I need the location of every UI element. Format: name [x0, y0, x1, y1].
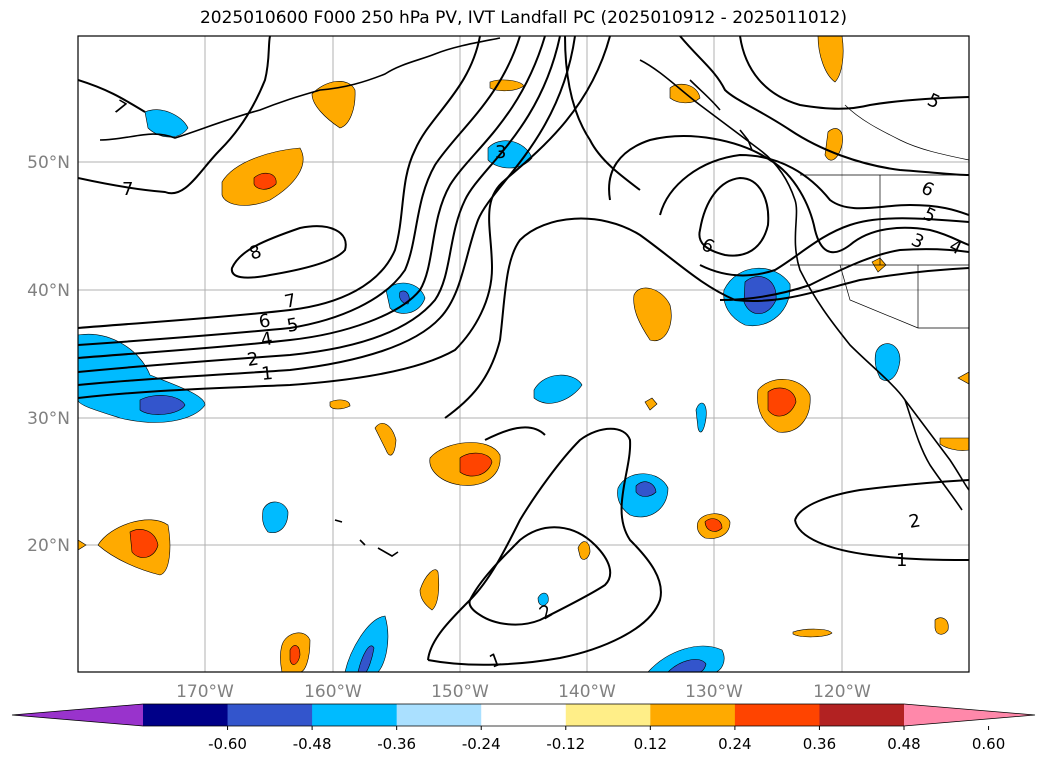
colorbar-segment — [650, 704, 736, 726]
lon-labels: 170°W 160°W 150°W 140°W 130°W 120°W — [176, 682, 871, 702]
colorbar-tick-label: -0.12 — [546, 735, 585, 753]
figure-title: 2025010600 F000 250 hPa PV, IVT Landfall… — [199, 8, 847, 28]
colorbar-tick-label: 0.24 — [718, 735, 751, 753]
lon-label: 150°W — [431, 682, 489, 702]
contour-label: 7 — [122, 179, 133, 200]
colorbar-tick-label: -0.36 — [377, 735, 416, 753]
contour-label: 5 — [285, 314, 300, 337]
lon-label: 170°W — [176, 682, 234, 702]
lon-label: 140°W — [558, 682, 616, 702]
colorbar-segment — [734, 704, 820, 726]
colorbar-tick-label: 0.36 — [803, 735, 836, 753]
colorbar-segment — [565, 704, 651, 726]
contour-label: 7 — [283, 290, 299, 313]
contour-label: 4 — [259, 328, 274, 351]
colorbar-outline — [11, 703, 1036, 727]
map-border — [77, 35, 970, 673]
lon-label: 130°W — [685, 682, 743, 702]
colorbar-segment — [143, 704, 229, 726]
colorbar-tick-label: -0.24 — [462, 735, 501, 753]
colorbar-extend-high — [904, 704, 1035, 726]
lon-label: 160°W — [304, 682, 362, 702]
contour-label: 2 — [907, 510, 922, 533]
contour-label: 1 — [896, 550, 907, 571]
colorbar-segment — [481, 704, 567, 726]
colorbar-tick-label: 0.48 — [887, 735, 920, 753]
lat-label: 40°N — [27, 281, 70, 301]
colorbar: -0.60 -0.48 -0.36 -0.24 -0.12 0.12 0.24 0.36 0.4… — [11, 703, 1036, 753]
contour-label: 2 — [246, 349, 260, 371]
colorbar-tick-label: -0.60 — [208, 735, 247, 753]
colorbar-tick-label: 0.60 — [972, 735, 1005, 753]
colorbar-tick-label: 0.12 — [634, 735, 667, 753]
colorbar-segment — [396, 704, 482, 726]
lat-label: 20°N — [27, 536, 70, 556]
lat-label: 50°N — [27, 153, 70, 173]
lat-labels: 50°N 40°N 30°N 20°N — [27, 153, 70, 556]
pv-contours — [78, 36, 969, 666]
contour-label: 1 — [260, 363, 274, 385]
colorbar-extend-low — [12, 704, 143, 726]
contour-label: 3 — [495, 142, 506, 163]
lat-label: 30°N — [27, 409, 70, 429]
colorbar-segment — [819, 704, 905, 726]
contour-label: 6 — [257, 310, 272, 333]
colorbar-segment — [312, 704, 398, 726]
coastlines — [99, 37, 969, 557]
colorbar-tick-label: -0.48 — [293, 735, 332, 753]
lon-label: 120°W — [813, 682, 871, 702]
colorbar-segment — [227, 704, 313, 726]
borders — [790, 104, 969, 329]
